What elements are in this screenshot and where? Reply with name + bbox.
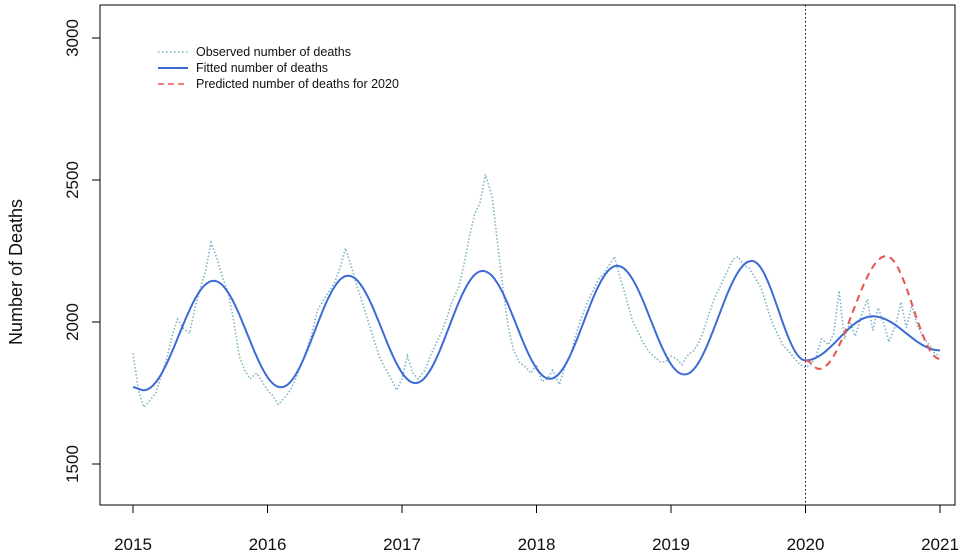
x-tick-label: 2019: [652, 535, 690, 554]
y-tick-label: 1500: [63, 445, 82, 483]
series-fitted: [133, 259, 941, 392]
y-tick-label: 3000: [63, 19, 82, 57]
plot-border: [99, 4, 956, 506]
legend-label: Predicted number of deaths for 2020: [196, 77, 399, 91]
x-tick-label: 2021: [921, 535, 959, 554]
y-tick-label: 2000: [63, 303, 82, 341]
series-layer: [132, 174, 941, 409]
legend: Observed number of deaths Fitted number o…: [158, 45, 399, 91]
x-tick-label: 2015: [114, 535, 152, 554]
series-predicted: [805, 255, 941, 370]
legend-label: Observed number of deaths: [196, 45, 351, 59]
y-axis: 1500 2000 2500 3000: [63, 19, 100, 483]
x-tick-label: 2020: [787, 535, 825, 554]
y-axis-title: Number of Deaths: [6, 199, 26, 345]
x-tick-label: 2017: [383, 535, 421, 554]
legend-label: Fitted number of deaths: [196, 61, 328, 75]
y-tick-label: 2500: [63, 161, 82, 199]
x-tick-label: 2016: [249, 535, 287, 554]
x-tick-label: 2018: [518, 535, 556, 554]
plot-frame: [99, 4, 956, 506]
series-observed: [132, 174, 941, 409]
x-axis: 2015 2016 2017 2018 2019 2020 2021: [114, 505, 959, 554]
